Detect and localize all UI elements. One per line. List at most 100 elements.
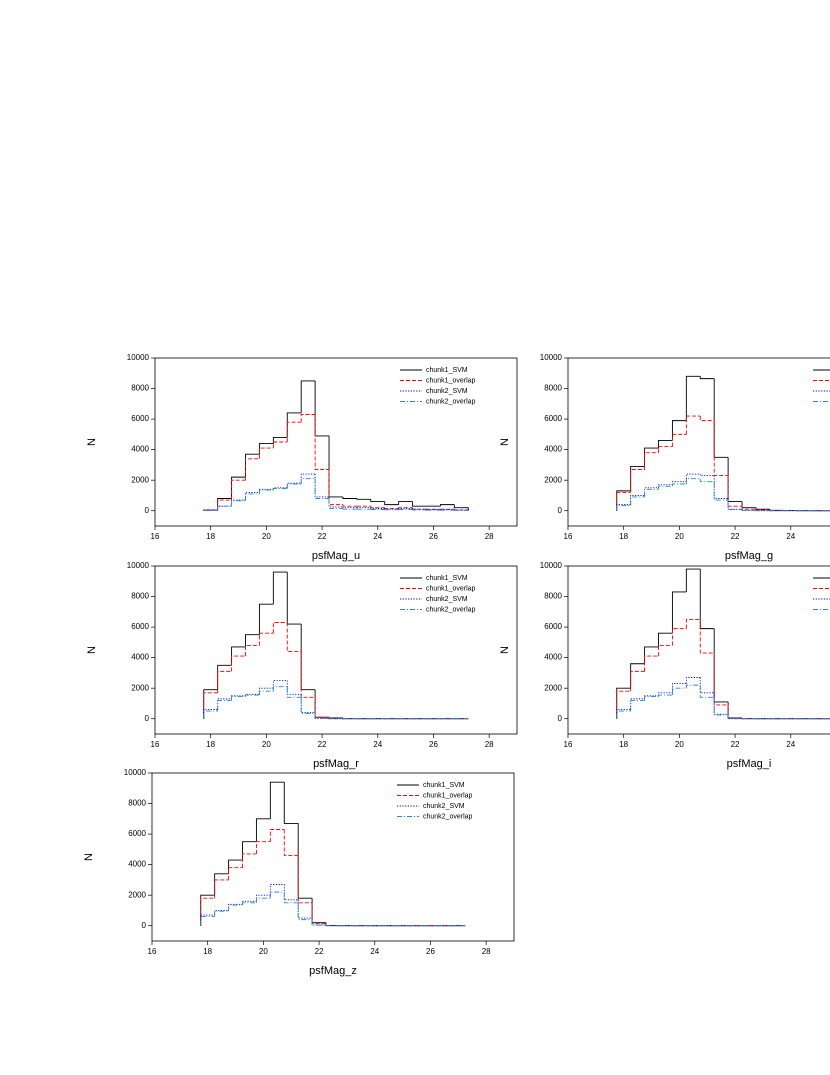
histogram-step: [200, 894, 215, 926]
y-tick-label: 0: [145, 506, 150, 515]
histogram-step: [644, 452, 659, 470]
histogram-step: [314, 380, 330, 437]
histogram-step: [713, 692, 729, 715]
histogram-step: [300, 624, 316, 691]
y-tick-label: 0: [145, 714, 150, 723]
histogram-step: [727, 714, 743, 720]
histogram-step: [200, 916, 215, 926]
histogram-step: [644, 487, 659, 496]
x-tick-label: 24: [786, 532, 795, 541]
histogram-step: [328, 435, 343, 498]
x-tick-label: 26: [429, 740, 438, 749]
y-tick-label: 10000: [540, 561, 563, 570]
y-axis-label: N: [86, 438, 98, 446]
histogram-step: [311, 919, 327, 926]
histogram-step: [255, 897, 271, 903]
histogram-step: [713, 628, 729, 703]
legend-label: chunk2_overlap: [423, 813, 473, 820]
histogram-step: [242, 841, 257, 861]
y-tick-label: 6000: [131, 414, 149, 423]
x-tick-label: 16: [564, 532, 573, 541]
histogram-step: [671, 591, 687, 634]
x-tick-label: 28: [485, 740, 494, 749]
histogram-step: [272, 571, 288, 605]
legend-label: chunk1_SVM: [426, 575, 468, 582]
histogram-step: [258, 687, 274, 695]
histogram-step: [630, 469, 645, 493]
x-tick-label: 22: [731, 532, 740, 541]
x-tick-label: 16: [151, 532, 160, 541]
panel: 161820222426280200040006000800010000psfM…: [499, 561, 830, 770]
legend-label: chunk2_SVM: [426, 596, 468, 603]
histogram-step: [342, 508, 357, 510]
histogram-step: [228, 903, 243, 911]
histogram-step: [272, 436, 288, 444]
histogram-step: [342, 506, 357, 509]
legend-label: chunk1_overlap: [423, 792, 473, 799]
histogram-step: [258, 443, 274, 455]
histogram-step: [269, 781, 285, 819]
histogram-step: [231, 655, 246, 672]
histogram-step: [616, 504, 631, 511]
histogram-step: [283, 884, 299, 901]
histogram-step: [644, 447, 659, 467]
histogram-step: [272, 622, 288, 634]
y-tick-label: 2000: [131, 683, 149, 692]
histogram-step: [297, 823, 313, 899]
histogram-step: [217, 664, 232, 690]
histogram-step: [242, 902, 257, 906]
histogram-step: [727, 500, 743, 510]
histogram-step: [658, 446, 673, 453]
histogram-step: [231, 499, 246, 507]
histogram-step: [286, 572, 302, 625]
y-tick-label: 0: [558, 714, 563, 723]
histogram-step: [630, 698, 645, 710]
histogram-step: [699, 474, 715, 477]
histogram-step: [658, 485, 673, 490]
histogram-step: [311, 902, 327, 924]
histogram-step: [699, 376, 715, 380]
histogram-step: [713, 420, 729, 477]
histogram-step: [630, 496, 645, 506]
histogram-step: [384, 507, 399, 509]
histogram-step: [258, 632, 274, 646]
histogram-step: [314, 478, 330, 499]
x-tick-label: 16: [151, 740, 160, 749]
histogram-step: [453, 509, 469, 511]
x-tick-label: 22: [318, 740, 327, 749]
x-tick-label: 18: [203, 947, 212, 956]
legend-label: chunk1_overlap: [426, 585, 476, 592]
histogram-step: [644, 646, 659, 664]
x-tick-label: 20: [262, 532, 271, 541]
histogram-step: [630, 699, 645, 712]
histogram-step: [755, 507, 770, 510]
x-tick-label: 20: [675, 740, 684, 749]
histogram-step: [245, 634, 260, 647]
y-tick-label: 10000: [540, 353, 563, 362]
x-tick-label: 22: [315, 947, 324, 956]
histogram-step: [300, 651, 316, 698]
x-axis-label: psfMag_i: [727, 758, 772, 770]
histogram-step: [328, 469, 343, 506]
histogram-step: [671, 420, 687, 441]
histogram-step: [616, 504, 631, 511]
panel: 161820222426280200040006000800010000psfM…: [499, 353, 830, 562]
histogram-step: [342, 496, 357, 499]
histogram-step: [286, 482, 302, 488]
histogram-step: [685, 478, 701, 484]
x-tick-label: 22: [318, 532, 327, 541]
histogram-step: [272, 488, 288, 491]
histogram-step: [286, 680, 302, 695]
histogram-step: [272, 441, 288, 449]
histogram-step: [616, 710, 631, 719]
plot-frame: [154, 565, 518, 735]
x-tick-label: 16: [564, 740, 573, 749]
y-tick-label: 6000: [128, 829, 146, 838]
histogram-step: [713, 378, 729, 458]
histogram-step: [713, 481, 729, 501]
histogram-step: [255, 841, 271, 854]
x-tick-label: 18: [619, 532, 628, 541]
histogram-step: [286, 421, 302, 442]
histogram-step: [727, 457, 743, 503]
histogram-step: [713, 653, 729, 706]
